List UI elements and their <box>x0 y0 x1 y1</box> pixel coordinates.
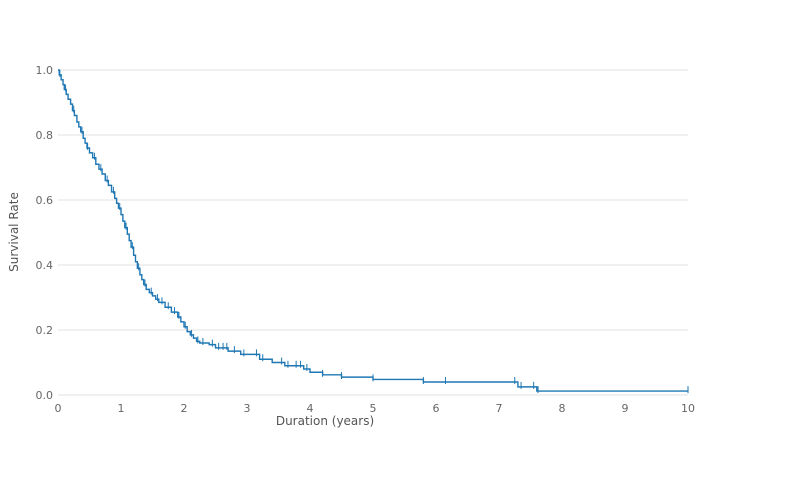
y-tick-label: 1.0 <box>36 64 54 77</box>
y-tick-label: 0.0 <box>36 389 54 402</box>
x-tick-label: 8 <box>559 402 566 415</box>
x-tick-label: 0 <box>55 402 62 415</box>
x-tick-label: 1 <box>118 402 125 415</box>
x-tick-label: 6 <box>433 402 440 415</box>
grid-layer <box>58 69 688 396</box>
x-tick-label: 5 <box>370 402 377 415</box>
x-tick-label: 4 <box>307 402 314 415</box>
x-tick-label: 10 <box>681 402 695 415</box>
tick-labels: 0.0 0.2 0.4 0.6 0.8 1.0 0 1 2 3 4 5 6 7 8 9 10 <box>36 64 696 415</box>
survival-step-line <box>58 69 688 392</box>
y-tick-label: 0.2 <box>36 324 54 337</box>
y-tick-label: 0.6 <box>36 194 54 207</box>
y-tick-label: 0.8 <box>36 129 54 142</box>
y-axis-title: Survival Rate <box>7 192 21 272</box>
y-tick-label: 0.4 <box>36 259 54 272</box>
x-axis-title: Duration (years) <box>276 414 374 428</box>
x-tick-label: 3 <box>244 402 251 415</box>
x-tick-label: 2 <box>181 402 188 415</box>
censor-marks <box>59 69 689 394</box>
survival-series <box>58 69 688 392</box>
x-tick-label: 9 <box>622 402 629 415</box>
x-tick-label: 7 <box>496 402 503 415</box>
